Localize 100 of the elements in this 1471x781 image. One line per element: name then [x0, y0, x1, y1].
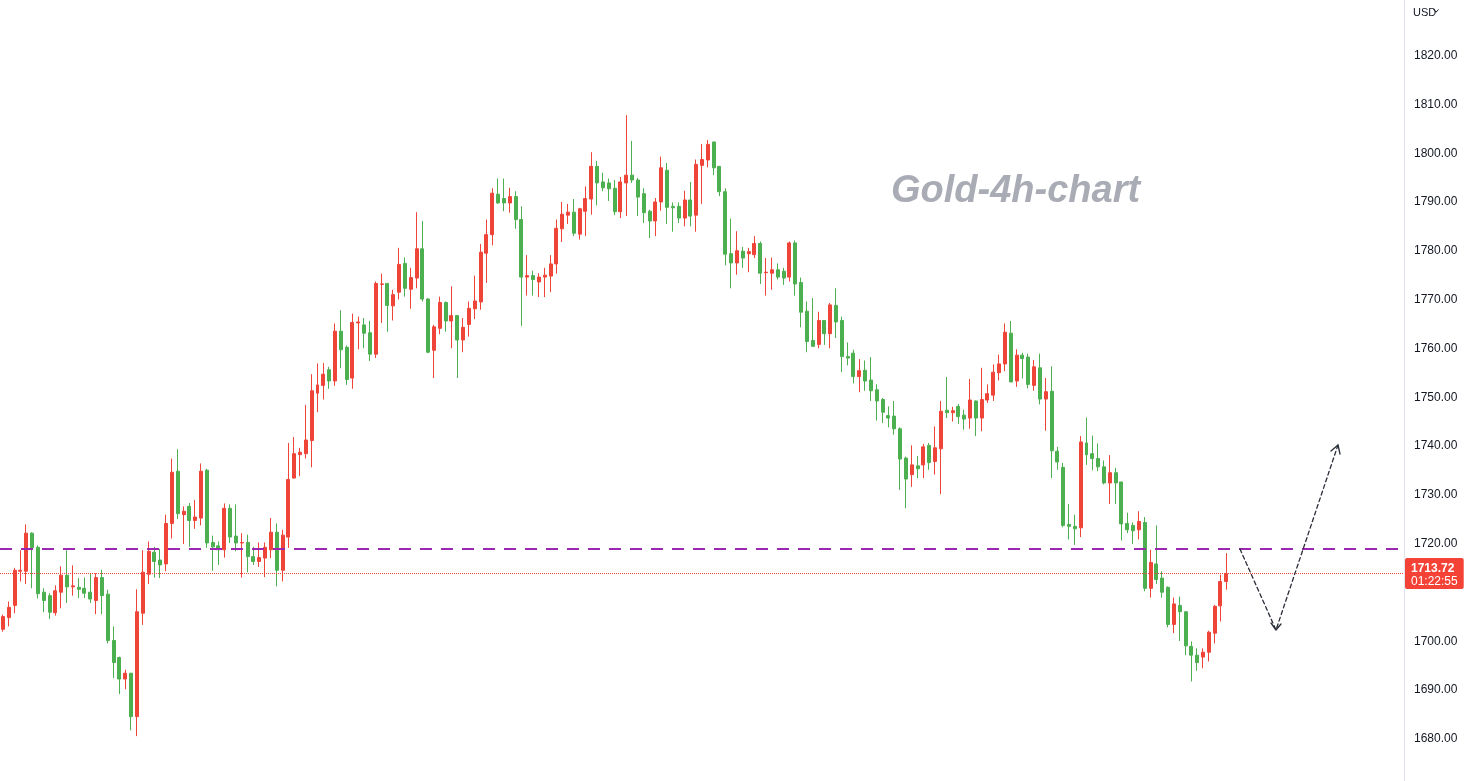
candlestick — [449, 285, 453, 349]
text: Gold-4h-chart — [891, 168, 1142, 210]
candlestick — [432, 324, 436, 379]
candlestick — [53, 584, 57, 617]
candlestick — [991, 363, 995, 402]
candlestick — [409, 267, 413, 310]
candlestick — [350, 313, 354, 390]
candlestick — [158, 548, 162, 579]
candlestick — [1055, 446, 1059, 471]
candlestick — [1178, 596, 1182, 642]
candlestick — [659, 156, 663, 212]
candlestick — [327, 366, 331, 390]
candlestick — [741, 246, 745, 269]
candlestick — [1044, 377, 1048, 432]
candlestick — [321, 362, 325, 401]
candlestick — [822, 319, 826, 346]
candlestick — [636, 177, 640, 217]
candlestick — [205, 468, 209, 549]
candlestick — [1160, 570, 1164, 599]
candlestick — [962, 409, 966, 431]
candlestick — [415, 211, 419, 289]
candlestick — [525, 254, 529, 297]
candlestick — [345, 344, 349, 386]
candlestick — [939, 400, 943, 495]
y-tick-label: 1810.00 — [1414, 96, 1458, 111]
candlestick — [642, 187, 646, 224]
candlestick — [1050, 365, 1054, 479]
candlestick — [176, 448, 180, 520]
candlestick — [811, 297, 815, 347]
candlestick — [1195, 647, 1199, 672]
candlestick — [362, 317, 366, 349]
y-tick-label: 1820.00 — [1414, 48, 1458, 63]
candlestick — [618, 176, 622, 219]
candlestick — [170, 458, 174, 540]
candlestick — [228, 503, 232, 544]
candlestick — [1143, 516, 1147, 592]
candlestick — [787, 240, 791, 282]
candlestick — [735, 230, 739, 276]
candlestick — [333, 322, 337, 387]
candlestick — [595, 160, 599, 206]
candlestick — [304, 404, 308, 460]
candlestick — [467, 300, 471, 338]
candlestick — [152, 546, 156, 579]
candlestick — [257, 541, 261, 568]
candlestick — [403, 257, 407, 298]
candlestick — [339, 309, 343, 369]
y-axis-title: USD — [1413, 5, 1437, 18]
candlestick — [589, 151, 593, 216]
candlestick — [316, 362, 319, 413]
y-tick-label: 1780.00 — [1414, 243, 1458, 258]
candlestick — [461, 317, 465, 353]
candlestick — [648, 209, 652, 239]
candlestick — [1207, 630, 1211, 662]
candlestick — [688, 181, 692, 227]
candlestick — [764, 257, 768, 297]
candlestick — [997, 354, 1001, 381]
candlestick — [1131, 521, 1135, 545]
candlestick — [910, 444, 914, 488]
candlestick — [1172, 597, 1176, 634]
candlestick — [927, 442, 931, 471]
candlestick — [799, 277, 803, 328]
candlestick — [397, 247, 401, 301]
y-tick-label: 1700.00 — [1414, 633, 1458, 648]
candlestick — [1096, 442, 1100, 472]
candlestick — [770, 257, 774, 291]
candlestick — [886, 405, 890, 428]
candlestick — [380, 273, 384, 324]
ref-line-label: 1713.72 01:22:55 — [1411, 560, 1459, 588]
candlestick — [1125, 512, 1129, 534]
candlestick — [863, 360, 867, 392]
y-tick-label: 1770.00 — [1414, 292, 1458, 307]
candlestick — [875, 383, 879, 421]
y-tick-label: 1750.00 — [1414, 389, 1458, 404]
candlestick — [182, 505, 186, 545]
candlestick — [1108, 454, 1112, 505]
candlestick — [1020, 352, 1024, 380]
candlestick — [601, 172, 605, 192]
candlestick — [566, 203, 570, 225]
y-tick-label: 1690.00 — [1414, 682, 1458, 697]
candlestick — [933, 425, 937, 476]
candlestick — [310, 373, 314, 468]
candlestick — [164, 514, 168, 572]
candlestick — [1137, 510, 1141, 541]
candlestick — [368, 320, 372, 362]
candlestick — [1154, 524, 1158, 585]
candlestick — [916, 455, 920, 479]
candlestick — [420, 220, 424, 302]
candlestick — [135, 588, 139, 737]
candlestick — [187, 502, 191, 548]
candlestick — [36, 544, 40, 600]
candlestick — [234, 503, 238, 552]
candlestick — [1009, 320, 1013, 383]
candlestick — [729, 218, 733, 289]
candlestick — [776, 262, 780, 281]
candlestick — [683, 190, 687, 227]
candlestick — [391, 289, 395, 321]
candlestick — [543, 267, 547, 298]
candlestick — [793, 240, 797, 297]
y-tick-label: 1760.00 — [1414, 340, 1458, 355]
candlestick — [904, 456, 908, 509]
